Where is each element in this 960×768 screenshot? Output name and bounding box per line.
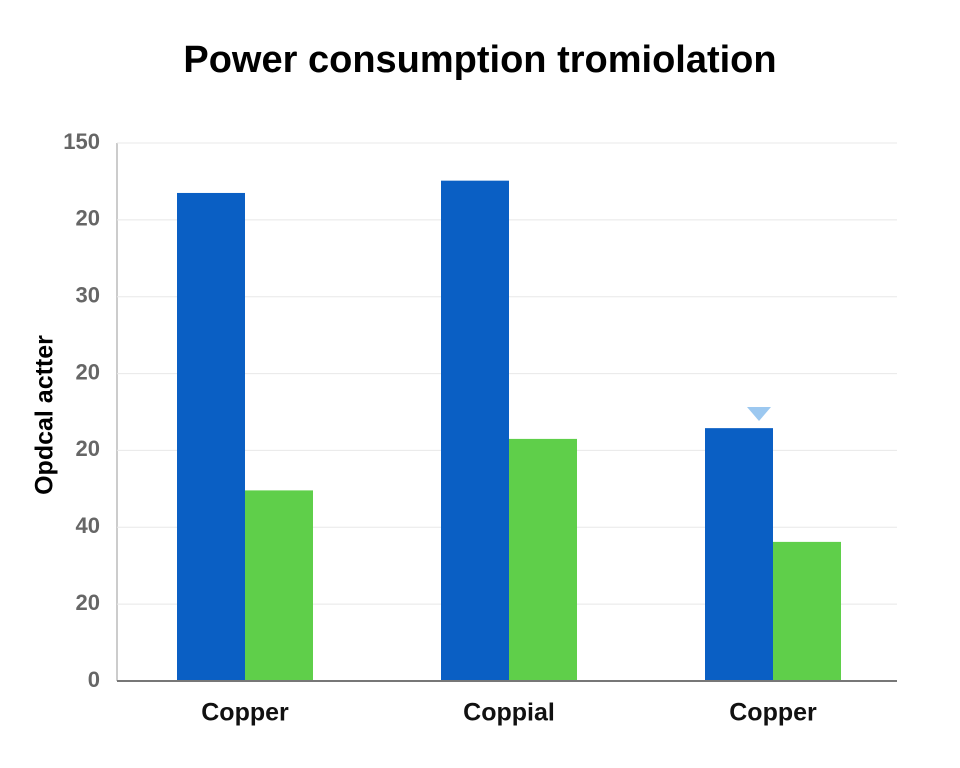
y-tick-label: 20 [76,590,100,615]
bar [773,541,841,681]
y-tick-label: 20 [76,436,100,461]
y-tick-label: 150 [63,129,100,154]
y-axis-label: Opdcal actter [31,335,59,495]
y-tick-label: 40 [76,513,100,538]
marker-triangle [747,407,771,421]
x-tick-label: Coppial [463,699,555,727]
y-tick-label: 20 [76,359,100,384]
bar [177,192,245,681]
chart-title: Power consumption tromiolation [183,39,776,81]
x-tick-label: Copper [729,699,817,727]
bar [705,428,773,681]
y-tick-label: 0 [88,667,100,692]
bar [509,438,577,681]
x-tick-label: Copper [201,699,289,727]
bar [245,490,313,681]
y-tick-label: 20 [76,206,100,231]
y-tick-label: 30 [76,283,100,308]
bar [441,180,509,681]
